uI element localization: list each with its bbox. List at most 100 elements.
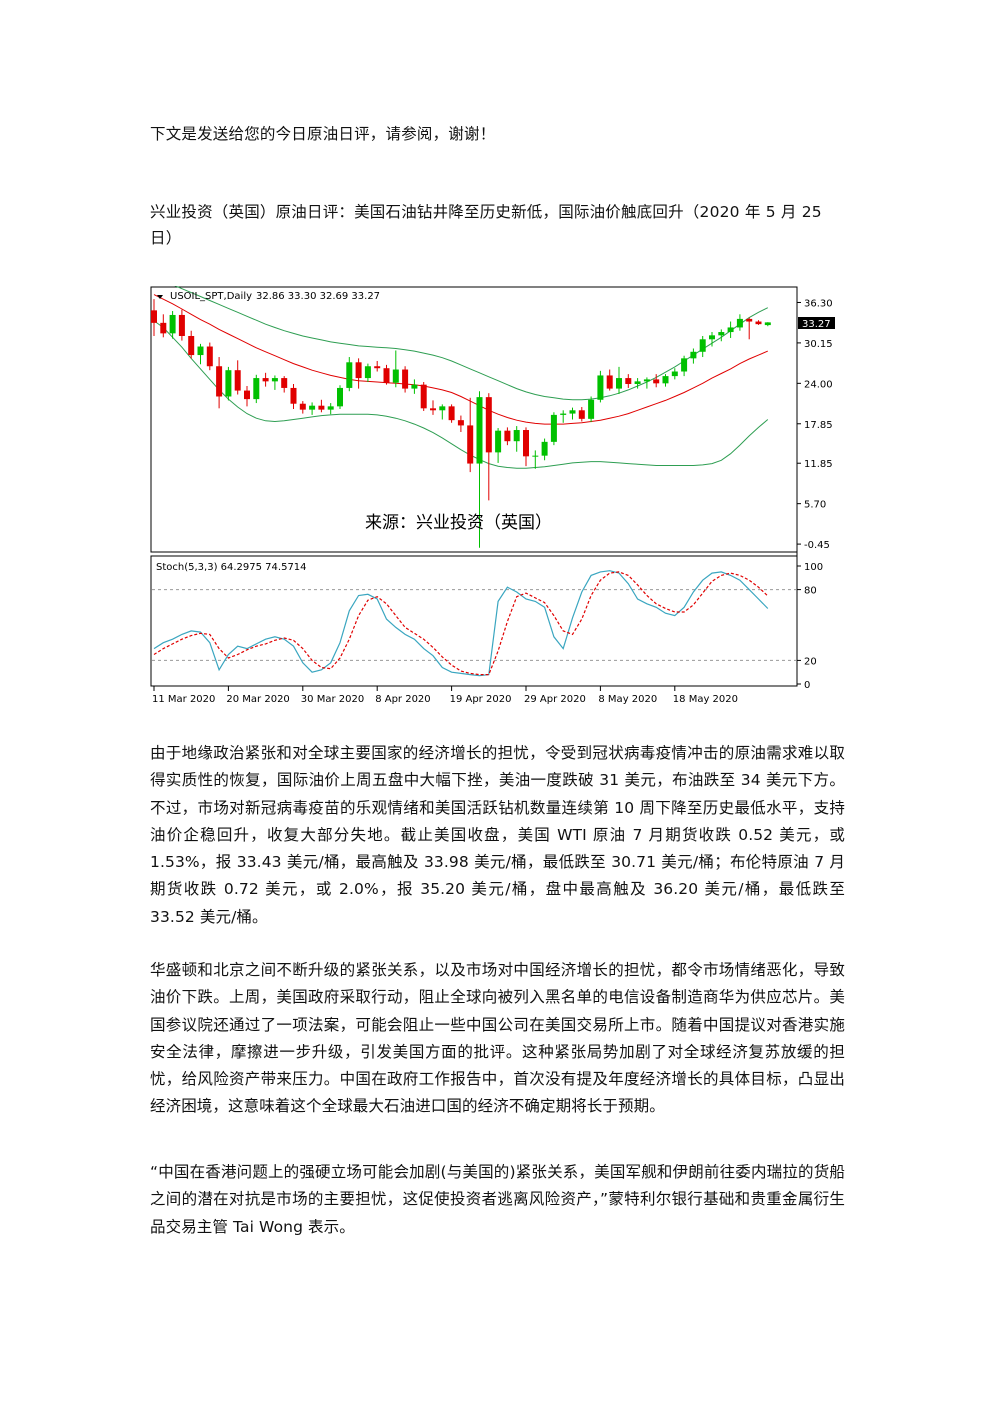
candle	[188, 330, 195, 359]
candle	[364, 363, 371, 383]
candle	[346, 357, 353, 392]
candle	[662, 374, 669, 387]
stoch-label: Stoch(5,3,3) 64.2975 74.5714	[156, 562, 307, 573]
candle	[523, 427, 529, 467]
candle	[299, 401, 306, 414]
price-axis: 36.30 30.15 24.00 17.85 11.85 5.70 -0.45	[797, 298, 833, 551]
candle	[383, 364, 390, 385]
candle	[402, 366, 409, 393]
paragraph-3: “中国在香港问题上的强硬立场可能会加剧(与美国的)紧张关系，美国军舰和伊朗前往委…	[150, 1163, 845, 1236]
candle	[625, 374, 632, 388]
stoch-tick-label: 0	[804, 680, 810, 691]
candle	[485, 393, 492, 501]
stoch-k-line	[153, 570, 769, 677]
stoch-tick-label: 80	[804, 586, 817, 597]
candle	[764, 322, 771, 327]
candle	[234, 360, 241, 395]
candle	[727, 321, 734, 338]
candle	[411, 379, 418, 394]
date-tick-label: 29 Apr 2020	[524, 694, 586, 705]
candle	[560, 410, 567, 423]
candle	[504, 427, 511, 446]
date-tick-label: 11 Mar 2020	[152, 694, 215, 705]
candle	[755, 320, 762, 325]
candle	[736, 314, 743, 331]
ma-line	[153, 294, 768, 425]
candle	[439, 404, 446, 420]
lower-band-line	[153, 320, 769, 469]
candle	[550, 412, 557, 446]
candle	[262, 372, 269, 387]
candle	[597, 370, 604, 403]
date-axis: 11 Mar 2020 20 Mar 2020 30 Mar 2020 8 Apr 2…	[152, 686, 738, 705]
chart-menu-arrow-icon	[157, 295, 163, 299]
source-label: 来源：兴业投资（英国）	[365, 513, 552, 533]
candle	[178, 309, 185, 341]
candle	[448, 404, 455, 423]
candle	[606, 369, 613, 391]
price-tick-label: 36.30	[804, 298, 833, 309]
candle	[699, 335, 706, 358]
candle	[578, 407, 585, 422]
moving-average	[153, 294, 768, 425]
price-tick-label: -0.45	[804, 540, 830, 551]
candle	[532, 450, 539, 469]
candle	[690, 348, 697, 364]
current-price-box	[798, 317, 835, 329]
candle	[671, 368, 678, 380]
candle	[746, 317, 753, 340]
candle	[420, 382, 427, 411]
symbol-header: USOIL_SPT,Daily	[170, 291, 252, 302]
stoch-tick-label: 20	[804, 656, 817, 667]
candle	[160, 314, 167, 338]
candle	[495, 428, 502, 463]
paragraph-1: 由于地缘政治紧张和对全球主要国家的经济增长的担忧，令受到冠状病毒疫情冲击的原油需…	[150, 744, 845, 926]
oil-price-chart: 36.30 30.15 24.00 17.85 11.85 5.70 -0.45 USOIL…	[150, 286, 840, 706]
candle	[392, 350, 399, 388]
candle	[709, 332, 715, 347]
date-tick-label: 20 Mar 2020	[226, 694, 289, 705]
candle	[327, 403, 334, 415]
candle	[718, 329, 725, 342]
intro-line: 下文是发送给您的今日原油日评，请参阅，谢谢！	[150, 125, 496, 143]
date-tick-label: 18 May 2020	[673, 694, 738, 705]
candle	[318, 399, 325, 413]
bollinger-bands	[153, 286, 769, 469]
date-tick-label: 19 Apr 2020	[450, 694, 512, 705]
date-tick-label: 30 Mar 2020	[301, 694, 364, 705]
candle	[271, 375, 278, 390]
candle	[244, 385, 250, 407]
candle	[681, 355, 688, 377]
candle	[467, 397, 474, 473]
candle	[216, 357, 223, 409]
paragraph-2: 华盛顿和北京之间不断升级的紧张关系，以及市场对中国经济增长的担忧，都令市场情绪恶…	[150, 961, 845, 1116]
candle	[634, 378, 641, 389]
candle	[309, 402, 316, 415]
candle	[430, 400, 436, 415]
stochastic-lines	[153, 570, 769, 677]
price-tick-label: 11.85	[804, 459, 833, 470]
candle	[569, 407, 576, 420]
stoch-d-line	[153, 571, 769, 676]
candle	[281, 376, 288, 393]
candle	[355, 358, 362, 389]
candle	[643, 377, 650, 389]
upper-band-line	[174, 286, 769, 401]
candle	[197, 343, 204, 365]
candle	[513, 426, 520, 452]
ohlc-header: 32.86 33.30 32.69 33.27	[256, 291, 380, 302]
candle	[541, 438, 548, 461]
date-tick-label: 8 Apr 2020	[375, 694, 430, 705]
candle	[616, 366, 622, 394]
candle	[337, 385, 343, 409]
price-tick-label: 17.85	[804, 420, 833, 431]
candle	[169, 311, 176, 339]
candle	[457, 415, 464, 432]
candle	[253, 374, 260, 404]
candle	[374, 360, 381, 372]
stoch-tick-label: 100	[804, 562, 823, 573]
candle	[476, 391, 483, 548]
candle	[588, 396, 595, 423]
report-title: 兴业投资（英国）原油日评：美国石油钻井降至历史新低，国际油价触底回升（2020 …	[150, 203, 822, 247]
price-tick-label: 24.00	[804, 379, 833, 390]
